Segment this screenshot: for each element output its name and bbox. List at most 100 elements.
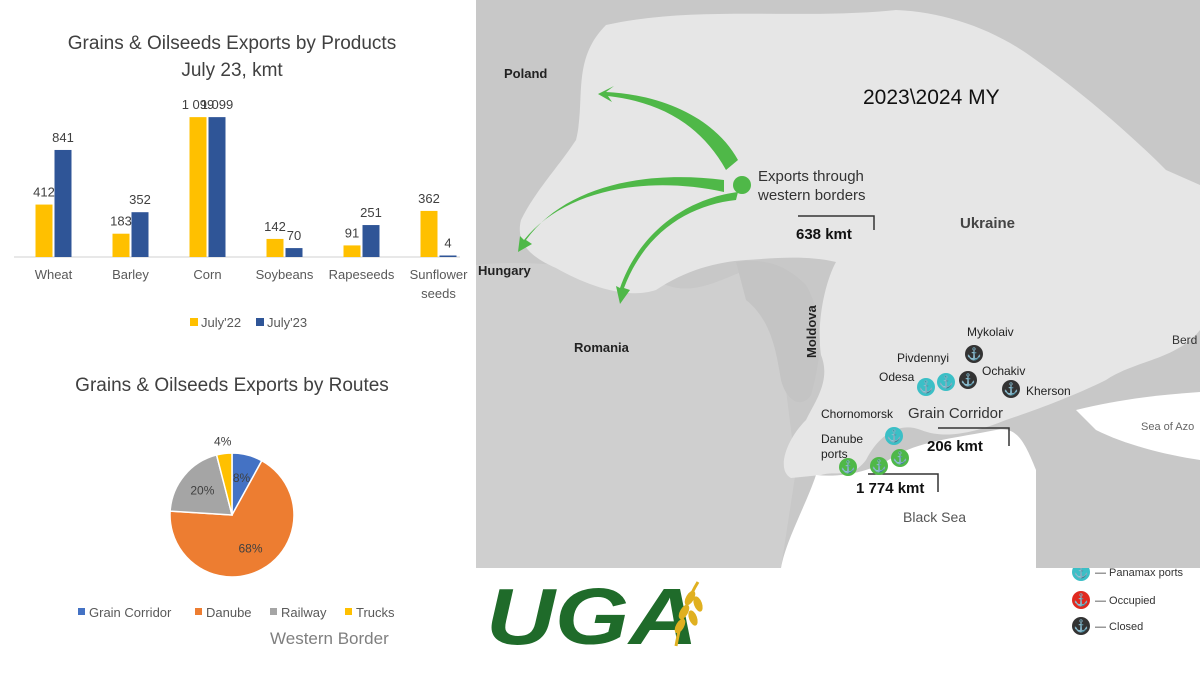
- bar-legend: July'22 July'23: [190, 315, 307, 330]
- port-label-odesa: Odesa: [879, 370, 915, 384]
- pie-legend-label: Danube: [206, 605, 252, 620]
- western-volume: 638 kmt: [796, 226, 852, 243]
- x-tick-label: Barley: [112, 267, 149, 282]
- danube-volume: 1 774 kmt: [856, 480, 924, 497]
- bar-barley-july22: [112, 233, 130, 257]
- bar-data-label: 362: [418, 191, 440, 206]
- pie-legend-label: Trucks: [356, 605, 395, 620]
- bar-data-label: 412: [33, 185, 55, 200]
- bar-sunflower-seeds-july23: [439, 255, 457, 257]
- country-romania: Romania: [574, 340, 630, 355]
- svg-text:⚓: ⚓: [1004, 382, 1019, 396]
- bar-data-label: 4: [444, 236, 451, 251]
- port-label-mykolaiv: Mykolaiv: [967, 325, 1014, 339]
- port-icon-mykolaiv: ⚓: [965, 345, 983, 363]
- country-moldova: Moldova: [804, 305, 819, 358]
- bar-soybeans-july22: [266, 238, 284, 257]
- legend-label-occupied: — Occupied: [1095, 595, 1156, 607]
- x-tick-label: seeds: [421, 286, 456, 301]
- closed-port-icon: [1072, 617, 1090, 635]
- occupied-port-icon: [1072, 591, 1090, 609]
- berdiansk-label: Berd: [1172, 333, 1197, 347]
- pie-legend-swatch: [270, 608, 277, 615]
- export-arrows: [518, 86, 751, 304]
- export-map: 2023\2024 MY Exports through western bor…: [476, 0, 1200, 568]
- x-tick-label: Soybeans: [256, 267, 314, 282]
- port-icon-danube-3: ⚓: [891, 449, 909, 467]
- svg-text:⚓: ⚓: [919, 380, 934, 394]
- port-label-danube-line1: Danube: [821, 432, 863, 446]
- port-icon-odesa: ⚓: [917, 378, 935, 396]
- romania-region: [476, 262, 806, 568]
- corridor-label: Grain Corridor: [908, 405, 1003, 422]
- azov-sea-label: Sea of Azo: [1141, 421, 1194, 433]
- port-label-pivdennyi: Pivdennyi: [897, 351, 949, 365]
- legend-swatch-july22: [190, 318, 198, 326]
- legend-swatch-july23: [256, 318, 264, 326]
- pie-chart-panel: Grains & Oilseeds Exports by Routes 8% 68…: [0, 340, 476, 675]
- svg-text:⚓: ⚓: [872, 459, 887, 473]
- bar-chart-subtitle: July 23, kmt: [181, 60, 283, 81]
- svg-text:⚓: ⚓: [841, 460, 856, 474]
- pie-legend: Grain Corridor Danube Railway Trucks: [78, 605, 395, 620]
- x-tick-label: Corn: [193, 267, 221, 282]
- pie-marks: 8% 68% 20% 4%: [169, 435, 295, 578]
- svg-text:⚓: ⚓: [939, 375, 954, 389]
- svg-text:⚓: ⚓: [887, 429, 902, 443]
- western-label-line2: western borders: [757, 187, 866, 204]
- pie-slice-trucks: [215, 452, 233, 516]
- x-tick-label: Wheat: [35, 267, 73, 282]
- port-icons: ⚓ ⚓ ⚓ ⚓ ⚓ ⚓ ⚓ ⚓ ⚓: [839, 345, 1020, 476]
- bar-chart-panel: Grains & Oilseeds Exports by Products Ju…: [0, 0, 476, 340]
- legend-item-occupied: ⚓ — Occupied: [1072, 591, 1156, 609]
- legend-label-closed: — Closed: [1095, 621, 1143, 633]
- svg-text:⚓: ⚓: [967, 347, 982, 361]
- country-ukraine: Ukraine: [960, 215, 1015, 232]
- svg-text:⚓: ⚓: [893, 451, 908, 465]
- bar-sunflower-seeds-july22: [420, 210, 438, 257]
- legend-item-panamax: ⚓ — Panamax ports: [1072, 563, 1184, 581]
- port-icon-chornomorsk: ⚓: [885, 427, 903, 445]
- port-icon-pivdennyi: ⚓: [937, 373, 955, 391]
- country-poland: Poland: [504, 66, 547, 81]
- port-label-ochakiv: Ochakiv: [982, 364, 1025, 378]
- arrow-to-poland: [598, 86, 738, 170]
- bar-rapeseeds-july22: [343, 245, 361, 257]
- pie-slice-danube: [169, 459, 295, 578]
- bar-wheat-july23: [54, 149, 72, 257]
- corridor-volume: 206 kmt: [927, 438, 983, 455]
- black-sea-label: Black Sea: [903, 509, 966, 525]
- wheat-icon: [674, 581, 703, 647]
- pie-legend-label: Grain Corridor: [89, 605, 172, 620]
- bar-data-label: 70: [287, 228, 301, 243]
- bar-chart-title: Grains & Oilseeds Exports by Products: [68, 33, 396, 54]
- panamax-port-icon: [1072, 563, 1090, 581]
- bar-wheat-july22: [35, 204, 53, 257]
- bar-corn-july22: [189, 117, 207, 257]
- port-icon-ochakiv: ⚓: [959, 371, 977, 389]
- legend-item-closed: ⚓ — Closed: [1072, 617, 1143, 635]
- bar-rapeseeds-july23: [362, 225, 380, 257]
- bar-chart-svg: Grains & Oilseeds Exports by Products Ju…: [14, 33, 468, 330]
- port-label-kherson: Kherson: [1026, 384, 1071, 398]
- x-tick-label: Rapeseeds: [329, 267, 395, 282]
- export-origin-dot: [733, 176, 751, 194]
- corridor-bracket: [938, 427, 1010, 446]
- bar-soybeans-july23: [285, 248, 303, 257]
- bar-data-label: 251: [360, 205, 382, 220]
- pie-chart-svg: Grains & Oilseeds Exports by Routes 8% 68…: [75, 375, 395, 648]
- bar-barley-july23: [131, 212, 149, 257]
- uga-logo-text: UGA: [486, 572, 698, 661]
- moldova-region: [736, 260, 820, 403]
- port-icon-kherson: ⚓: [1002, 380, 1020, 398]
- pie-legend-swatch: [345, 608, 352, 615]
- svg-text:⚓: ⚓: [1074, 593, 1089, 607]
- danube-bracket: [868, 473, 939, 492]
- arrow-to-hungary: [518, 177, 724, 252]
- bar-data-label: 841: [52, 130, 74, 145]
- svg-text:⚓: ⚓: [961, 373, 976, 387]
- bar-data-label: 142: [264, 219, 286, 234]
- svg-text:⚓: ⚓: [1074, 619, 1089, 633]
- port-label-chornomorsk: Chornomorsk: [821, 407, 894, 421]
